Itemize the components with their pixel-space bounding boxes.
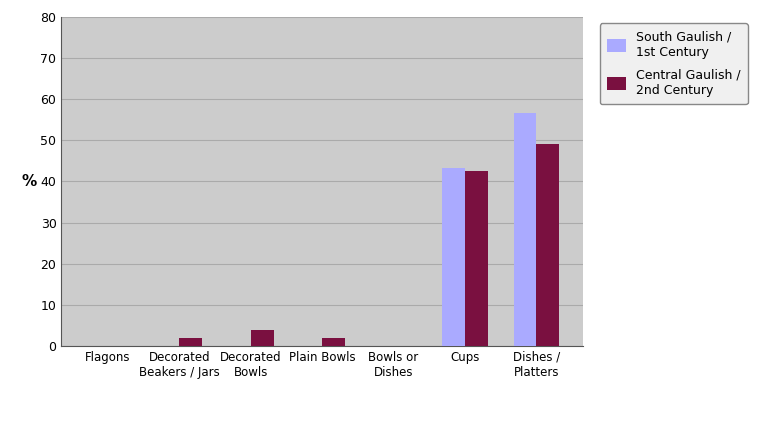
Bar [251, 330, 274, 346]
Legend: South Gaulish /
1st Century, Central Gaulish /
2nd Century: South Gaulish / 1st Century, Central Gau… [600, 23, 748, 104]
Bar [465, 171, 488, 346]
Bar [179, 338, 202, 346]
Bar [514, 113, 536, 346]
Bar [442, 168, 465, 346]
Bar [322, 338, 345, 346]
Y-axis label: %: % [21, 174, 37, 189]
Bar [536, 143, 559, 346]
